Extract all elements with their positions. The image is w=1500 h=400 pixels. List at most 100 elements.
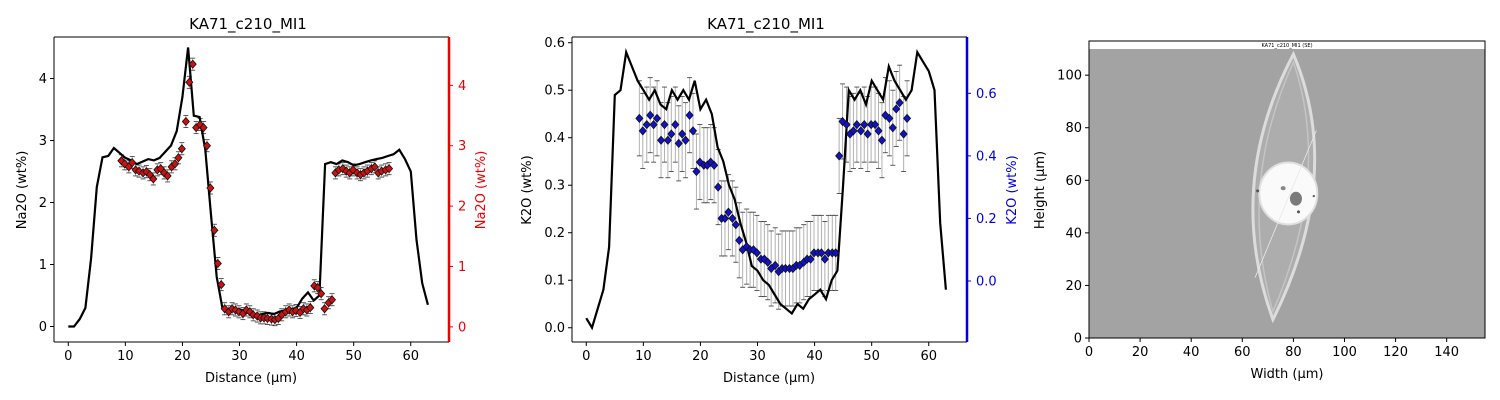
y-tick-label: 3 [39,134,47,149]
data-point [714,182,723,192]
data-point [653,113,662,123]
data-point [657,135,666,145]
data-point [681,135,690,145]
y-tick-label: 40 [1065,226,1082,241]
y-tick-label: 80 [1065,121,1082,136]
data-point [181,116,190,127]
data-point [888,123,897,133]
data-point [177,144,186,154]
data-point [903,113,912,123]
sem-caption: KA71_c210_MI1 (SE) [1261,43,1312,49]
sem-image-panel: Width (µm) Height (µm) KA71_c210_MI1 (SE… [1033,40,1486,382]
y-tick-label: 4 [39,72,47,87]
data-point [649,119,658,130]
y-tick-label: 1 [39,258,47,273]
x-tick-label: 140 [1434,345,1459,360]
data-point [128,158,137,168]
y-right-tick-label: 0.2 [976,212,997,227]
x-tick-label: 40 [806,349,823,364]
data-point [320,304,329,314]
x-tick-label: 120 [1383,345,1408,360]
data-point [899,129,908,139]
data-point [752,248,761,258]
x-tick-label: 60 [1234,345,1251,360]
melt-inclusion [1258,161,1319,226]
data-point [720,213,730,224]
data-point [385,164,394,174]
data-point [856,126,865,136]
k2o-ylabel-right: K2O (wt%) [1005,155,1020,224]
data-point [217,280,226,290]
y-right-tick-label: 3 [458,139,466,154]
inclusion-bubble [1289,191,1302,206]
dark-spot [1312,194,1316,198]
x-tick-label: 0 [582,349,590,364]
y-tick-label: 0.4 [544,131,565,146]
na2o-xlabel: Distance (µm) [205,371,297,386]
y-tick-label: 0.6 [544,36,565,51]
y-right-tick-label: 0.4 [976,149,997,164]
x-tick-label: 80 [1285,345,1302,360]
crystal-inner-rim [1258,60,1310,314]
data-point [202,141,212,151]
x-tick-label: 40 [1183,345,1200,360]
k2o-title: KA71_c210_MI1 [707,15,825,34]
x-tick-label: 100 [1332,345,1357,360]
data-point [895,98,904,108]
y-tick-label: 0.2 [544,226,565,241]
x-tick-label: 50 [863,349,880,364]
y-tick-label: 0 [1074,332,1082,347]
data-point [646,110,655,120]
na2o-title: KA71_c210_MI1 [189,15,307,34]
x-tick-label: 30 [231,349,248,364]
data-point [170,159,180,169]
dark-spot [1296,210,1300,214]
data-point [877,135,886,145]
y-right-tick-label: 2 [458,200,466,215]
x-tick-label: 20 [692,349,709,364]
data-point [206,183,215,193]
data-point [642,119,651,130]
data-point [317,289,326,299]
data-point [849,126,858,136]
data-point [724,207,733,217]
data-point [674,138,683,148]
x-tick-label: 20 [1132,345,1149,360]
y-tick-label: 0.1 [544,274,565,289]
data-point [135,166,144,176]
data-point [370,162,379,172]
data-point [688,126,698,136]
data-point [685,110,694,120]
y-right-tick-label: 0.6 [976,87,997,102]
y-tick-label: 20 [1065,279,1082,294]
x-tick-label: 20 [174,349,191,364]
data-point [863,129,872,139]
x-tick-label: 0 [1085,345,1093,360]
data-point [188,59,197,69]
data-point [706,157,715,167]
data-point [667,129,676,139]
data-point [874,126,883,136]
na2o-ylabel-right: Na2O (wt%) [474,151,489,230]
data-point [149,174,158,184]
transect-line [1254,130,1317,278]
x-tick-label: 10 [635,349,652,364]
data-point [174,153,183,163]
sem-caption-bar [1089,41,1485,49]
x-tick-label: 10 [117,349,134,364]
data-point [199,122,208,133]
profile-line [585,48,947,331]
data-point [817,248,826,258]
k2o-xlabel: Distance (µm) [723,371,815,386]
x-tick-label: 50 [345,349,362,364]
na2o-ylabel: Na2O (wt%) [15,151,30,230]
data-point [860,119,869,130]
y-tick-label: 60 [1065,174,1082,189]
data-point [885,113,894,123]
data-point [327,295,337,305]
data-point [842,119,851,130]
y-tick-label: 0.3 [544,179,565,194]
data-point [678,129,687,139]
data-point [852,119,861,130]
